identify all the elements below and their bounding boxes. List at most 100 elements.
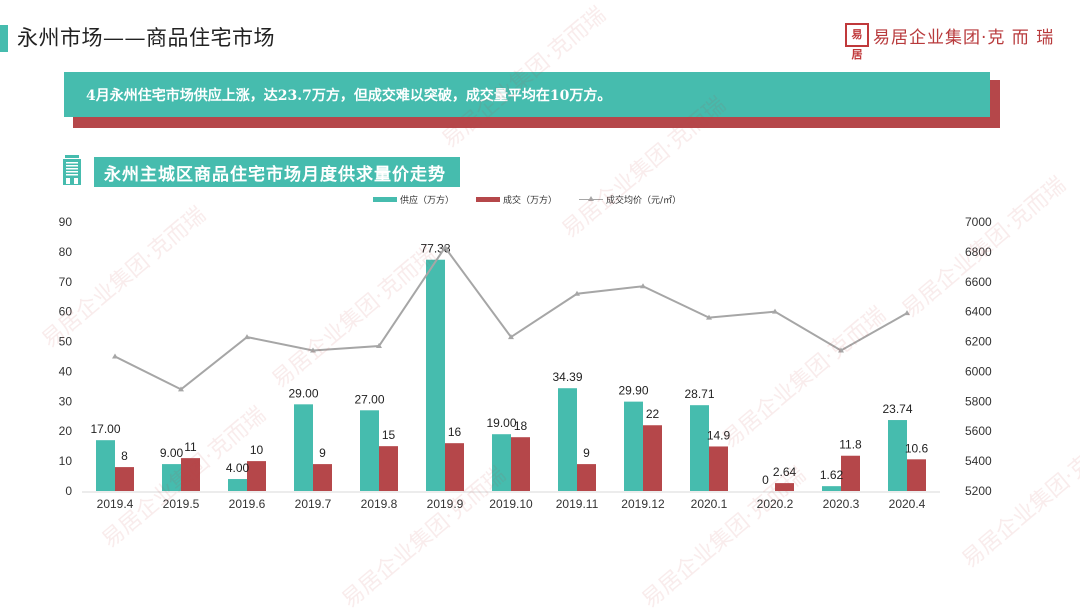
bar-deal [247,461,266,491]
left-axis-tick: 70 [59,275,73,289]
bar-supply [294,404,313,491]
x-axis-tick: 2020.3 [823,497,860,511]
x-axis-tick: 2019.9 [427,497,464,511]
right-axis-tick: 5600 [965,424,992,438]
bar-supply [558,388,577,491]
label-supply: 29.90 [618,384,648,398]
bar-supply [690,405,709,491]
right-axis-tick: 6000 [965,364,992,378]
right-axis-tick: 5200 [965,484,992,498]
label-deal: 18 [514,419,528,433]
bar-deal [775,483,794,491]
label-supply: 1.62 [820,468,844,482]
label-supply: 9.00 [160,446,184,460]
bar-deal [511,437,530,491]
bar-deal [379,446,398,491]
bar-deal [115,467,134,491]
bar-supply [228,479,247,491]
left-axis-tick: 0 [65,484,72,498]
right-axis-tick: 5800 [965,394,992,408]
left-axis-tick: 30 [59,394,73,408]
x-axis-tick: 2019.5 [163,497,200,511]
bar-supply [96,440,115,491]
seal-logo-icon: 易居 [845,23,869,61]
label-deal: 15 [382,428,396,442]
left-axis-tick: 80 [59,245,73,259]
label-deal: 8 [121,449,128,463]
right-axis-tick: 6800 [965,245,992,259]
legend-label-supply: 供应（万方） [400,196,455,206]
summary-text: 4月永州住宅市场供应上涨，达23.7万方，但成交难以突破，成交量平均在10万方。 [86,87,612,104]
left-axis-tick: 90 [59,215,73,229]
label-supply: 4.00 [226,461,250,475]
x-axis-tick: 2019.8 [361,497,398,511]
bar-supply [360,410,379,491]
left-axis-tick: 20 [59,424,73,438]
x-axis-tick: 2019.7 [295,497,332,511]
legend-deal: 成交（万方） [476,193,557,206]
label-supply: 77.38 [420,242,450,256]
bar-supply [624,401,643,491]
label-deal: 9 [583,446,590,460]
price-marker [904,310,910,316]
bar-supply [162,464,181,491]
price-marker [508,334,514,340]
label-deal: 16 [448,425,462,439]
brand-logo: 易居 易居企业集团·克 而 瑞 [845,22,1054,61]
legend-label-price: 成交均价（元/㎡） [606,196,682,206]
label-supply: 27.00 [354,392,384,406]
title-accent-bar [0,25,8,52]
left-axis-tick: 60 [59,305,73,319]
bar-deal [841,455,860,491]
bar-deal [577,464,596,491]
x-axis-tick: 2020.2 [757,497,794,511]
bar-supply [426,259,445,491]
summary-banner: 4月永州住宅市场供应上涨，达23.7万方，但成交难以突破，成交量平均在10万方。 [64,72,990,117]
price-marker [838,347,844,353]
label-supply: 23.74 [882,402,912,416]
x-axis-tick: 2020.1 [691,497,728,511]
right-axis-tick: 6600 [965,275,992,289]
label-deal: 9 [319,446,326,460]
label-deal: 10.6 [905,441,929,455]
bar-deal [907,459,926,491]
price-marker [772,308,778,314]
building-icon [63,155,81,185]
price-marker [244,334,250,340]
bar-deal [313,464,332,491]
label-supply: 28.71 [684,387,714,401]
section-title-bar: 永州主城区商品住宅市场月度供求量价走势 [94,157,460,187]
label-supply: 17.00 [90,422,120,436]
label-deal: 22 [646,407,660,421]
left-axis-tick: 40 [59,364,73,378]
legend-swatch-supply [373,197,397,202]
legend-label-deal: 成交（万方） [503,196,558,206]
bar-supply [492,434,511,491]
chart-legend: 供应（万方） 成交（万方） 成交均价（元/㎡） [373,193,703,206]
x-axis-tick: 2019.11 [556,497,599,511]
price-marker [574,290,580,296]
x-axis-tick: 2019.6 [229,497,266,511]
price-marker [640,283,646,289]
bar-supply [888,420,907,491]
label-supply: 34.39 [552,370,582,384]
bar-deal [643,425,662,491]
label-supply: 0 [762,473,769,487]
label-deal: 2.64 [773,465,797,479]
right-axis-tick: 5400 [965,454,992,468]
price-marker [178,386,184,392]
price-marker [310,347,316,353]
bar-supply [822,486,841,491]
label-deal: 11.8 [839,438,862,452]
price-line [114,245,908,391]
label-supply: 19.00 [486,416,516,430]
price-marker [376,343,382,349]
label-deal: 11 [184,440,197,454]
bar-deal [445,443,464,491]
left-axis-tick: 50 [59,335,73,349]
section-title: 永州主城区商品住宅市场月度供求量价走势 [104,164,446,185]
label-supply: 29.00 [288,386,318,400]
legend-supply: 供应（万方） [373,193,454,206]
label-deal: 10 [250,443,264,457]
